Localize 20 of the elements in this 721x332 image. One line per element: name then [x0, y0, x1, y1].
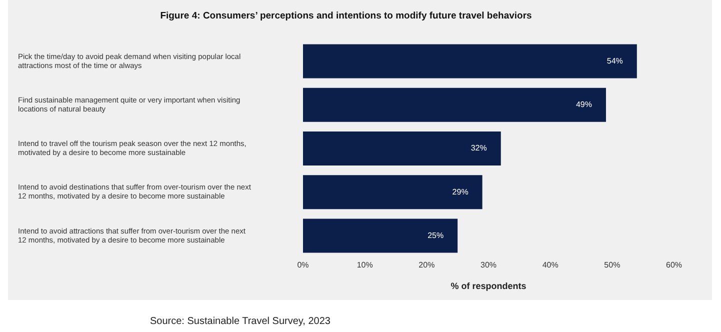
data-label: 54%: [606, 56, 623, 66]
x-axis-title: % of respondents: [450, 281, 526, 292]
data-label: 49%: [576, 100, 592, 110]
x-tick-label: 40%: [542, 260, 558, 270]
bar: [303, 218, 458, 253]
x-tick-label: 0%: [297, 260, 309, 270]
bar: [303, 44, 637, 78]
source-note: Source: Sustainable Travel Survey, 2023: [150, 316, 330, 327]
x-tick-label: 30%: [480, 260, 497, 270]
x-tick-label: 50%: [604, 260, 620, 270]
bar: [303, 131, 501, 166]
x-tick-label: 60%: [666, 260, 682, 270]
chart-title: Figure 4: Consumers’ perceptions and intentions to modify future travel behaviors: [160, 10, 532, 22]
bar: [303, 88, 606, 122]
data-label: 32%: [470, 144, 487, 153]
x-tick-label: 10%: [356, 260, 373, 270]
data-label: 25%: [428, 230, 444, 240]
bar: [303, 175, 482, 210]
data-label: 29%: [452, 187, 468, 196]
x-tick-label: 20%: [418, 260, 435, 270]
